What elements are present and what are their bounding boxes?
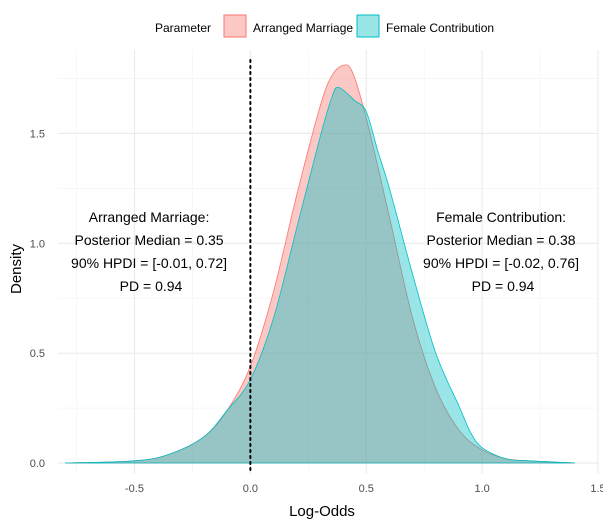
x-axis-title: Log-Odds <box>289 503 355 520</box>
legend-swatch-female-contribution <box>356 14 380 38</box>
annotation-female-contribution-line-4: PD = 0.94 <box>472 278 535 294</box>
x-tick-label: -0.5 <box>125 483 144 495</box>
legend-swatch-arranged-marriage <box>223 14 247 38</box>
legend-label-female-contribution: Female Contribution <box>386 21 494 35</box>
y-tick-label: 0.5 <box>30 348 45 360</box>
annotation-female-contribution-line-3: 90% HPDI = [-0.02, 0.76] <box>423 255 579 271</box>
annotation-female-contribution: Female Contribution: Posterior Median = … <box>423 209 583 294</box>
annotation-arranged-marriage-line-3: 90% HPDI = [-0.01, 0.72] <box>71 255 227 271</box>
y-tick-label: 0.0 <box>30 458 45 470</box>
x-tick-label: 0.0 <box>243 483 258 495</box>
legend-label-arranged-marriage: Arranged Marriage <box>253 21 353 35</box>
annotation-arranged-marriage-line-2: Posterior Median = 0.35 <box>75 232 224 248</box>
y-axis-title: Density <box>8 243 25 294</box>
annotation-female-contribution-line-2: Posterior Median = 0.38 <box>427 232 576 248</box>
y-tick-label: 1.0 <box>30 238 45 250</box>
x-tick-label: 0.5 <box>359 483 374 495</box>
legend-title: Parameter <box>155 21 211 35</box>
y-axis-ticks: 0.0 0.5 1.0 1.5 <box>30 128 45 470</box>
x-tick-label: 1.5 <box>590 483 603 495</box>
x-tick-label: 1.0 <box>474 483 489 495</box>
x-axis-ticks: -0.5 0.0 0.5 1.0 1.5 <box>125 483 603 495</box>
annotation-arranged-marriage-line-4: PD = 0.94 <box>120 278 183 294</box>
density-area-female-contribution <box>64 86 575 464</box>
annotation-arranged-marriage: Arranged Marriage: Posterior Median = 0.… <box>71 209 231 294</box>
annotation-arranged-marriage-line-1: Arranged Marriage: <box>89 209 210 225</box>
annotation-female-contribution-line-1: Female Contribution: <box>436 209 566 225</box>
plot-area: -0.5 0.0 0.5 1.0 1.5 0.0 0.5 1.0 1.5 <box>30 50 603 495</box>
legend: Parameter Arranged Marriage Female Contr… <box>155 14 494 38</box>
y-tick-label: 1.5 <box>30 128 45 140</box>
density-area-arranged-marriage <box>64 64 575 464</box>
